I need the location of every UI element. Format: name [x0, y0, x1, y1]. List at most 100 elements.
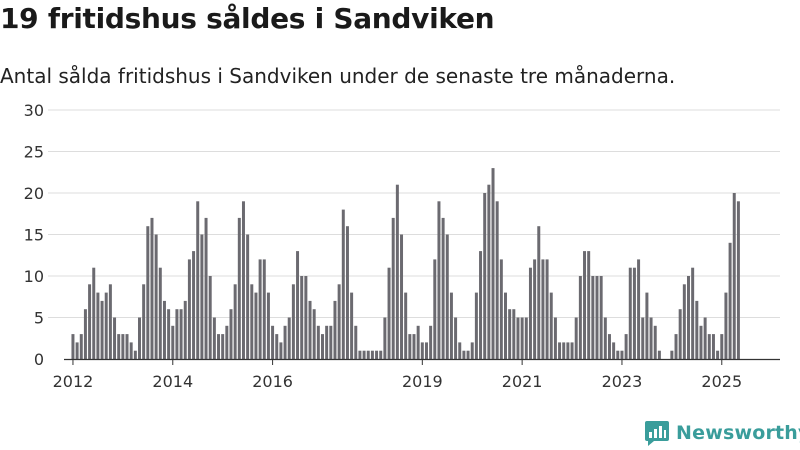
y-tick-label: 0 — [34, 350, 44, 369]
bar — [695, 300, 699, 359]
bar — [624, 334, 628, 359]
bar — [113, 317, 117, 359]
bar — [83, 309, 87, 359]
bar — [724, 292, 728, 359]
bar — [158, 267, 162, 359]
bar — [549, 292, 553, 359]
bar — [699, 325, 703, 359]
bar — [308, 300, 312, 359]
bar — [516, 317, 520, 359]
bar — [533, 259, 537, 359]
bar — [233, 284, 237, 359]
bar — [117, 334, 121, 359]
bar — [154, 234, 158, 359]
bar — [395, 184, 399, 359]
bar — [183, 300, 187, 359]
bar — [541, 259, 545, 359]
bar — [553, 317, 557, 359]
bar — [138, 317, 141, 359]
bar — [687, 276, 690, 359]
chart-title: 19 fritidshus såldes i Sandviken — [0, 2, 495, 35]
bar — [266, 292, 270, 359]
bar — [603, 317, 607, 359]
x-tick-label: 2014 — [152, 372, 193, 391]
bar — [262, 259, 266, 359]
bar — [150, 217, 154, 359]
bar — [466, 350, 470, 359]
bar — [558, 342, 562, 359]
bar — [167, 309, 171, 359]
bar — [736, 201, 740, 359]
bar — [528, 267, 532, 359]
bar — [100, 300, 104, 359]
bar — [287, 317, 291, 359]
bar — [591, 276, 595, 359]
bar — [616, 350, 620, 359]
bar — [520, 317, 524, 359]
bar — [504, 292, 507, 359]
bar — [487, 184, 491, 359]
bar — [620, 350, 624, 359]
bar — [283, 325, 287, 359]
bars — [71, 168, 740, 359]
bar — [129, 342, 133, 359]
bar — [632, 267, 636, 359]
bar — [296, 251, 300, 359]
y-tick-label: 15 — [24, 226, 44, 245]
bar — [416, 325, 420, 359]
bar — [271, 325, 275, 359]
bar — [607, 334, 611, 359]
bar — [316, 325, 320, 359]
bar — [79, 334, 83, 359]
value-label: 19 — [745, 0, 767, 5]
x-tick-label: 2021 — [502, 372, 543, 391]
bar — [333, 300, 337, 359]
bar — [312, 309, 316, 359]
bar — [96, 292, 100, 359]
grid-lines — [48, 109, 780, 318]
newsworthy-logo[interactable]: Newsworthy — [644, 419, 800, 447]
bar — [225, 325, 229, 359]
bar — [400, 234, 404, 359]
bar — [383, 317, 387, 359]
bar — [570, 342, 574, 359]
bar — [449, 292, 453, 359]
bar — [524, 317, 528, 359]
bar — [720, 334, 724, 359]
chart-subtitle: Antal sålda fritidshus i Sandviken under… — [0, 64, 676, 88]
bar — [716, 350, 720, 359]
y-tick-label: 5 — [34, 309, 44, 328]
bar — [462, 350, 466, 359]
brand-name: Newsworthy — [676, 422, 800, 444]
bar — [337, 284, 341, 359]
bar — [670, 350, 674, 359]
bar — [479, 251, 483, 359]
bar — [325, 325, 329, 359]
bar — [674, 334, 678, 359]
bar — [691, 267, 695, 359]
x-tick-label: 2025 — [701, 372, 742, 391]
bar — [599, 276, 603, 359]
bar — [162, 300, 166, 359]
bar — [379, 350, 383, 359]
bar — [420, 342, 424, 359]
bar — [707, 334, 711, 359]
bar — [300, 276, 304, 359]
x-tick-label: 2019 — [402, 372, 443, 391]
bar — [711, 334, 715, 359]
bar — [187, 259, 191, 359]
bar — [445, 234, 449, 359]
x-tick-label: 2023 — [602, 372, 643, 391]
bar — [362, 350, 366, 359]
bar — [499, 259, 503, 359]
y-tick-label: 25 — [24, 143, 44, 162]
bar — [732, 193, 736, 359]
bar — [146, 226, 150, 359]
bar — [424, 342, 428, 359]
bar — [108, 284, 112, 359]
bar — [682, 284, 686, 359]
bar — [354, 325, 358, 359]
bar — [291, 284, 295, 359]
bar — [441, 217, 445, 359]
